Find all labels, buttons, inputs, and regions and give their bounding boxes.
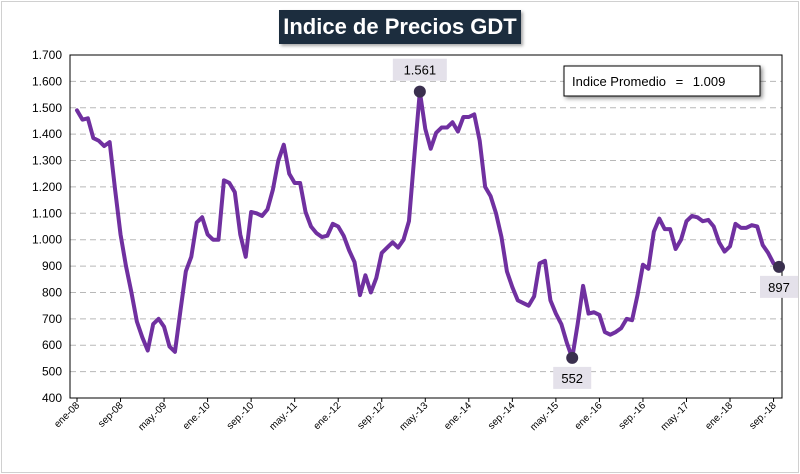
x-tick-label: may.-13 xyxy=(398,400,431,433)
average-separator: = xyxy=(676,74,684,89)
highlighted-points: 1.561 552 897 xyxy=(392,58,798,389)
data-label: 552 xyxy=(561,371,583,386)
x-tick-label: sep.-10 xyxy=(225,400,257,432)
highlight-marker xyxy=(413,85,426,98)
x-tick-label: sep-08 xyxy=(96,400,126,430)
highlight-marker xyxy=(566,351,579,364)
x-tick-label: may.-09 xyxy=(136,400,169,433)
average-value: 1.009 xyxy=(693,74,726,89)
y-tick-label: 1.500 xyxy=(32,101,62,115)
x-tick-label: ene.-18 xyxy=(703,400,735,432)
data-label-box xyxy=(392,58,447,81)
y-tick-label: 1.200 xyxy=(32,180,62,194)
x-tick-label: may.-17 xyxy=(659,400,692,433)
x-tick-label: ene.-10 xyxy=(181,400,213,432)
highlight-marker xyxy=(773,260,785,273)
x-tick-label: ene.-14 xyxy=(442,400,474,432)
y-tick-label: 1.100 xyxy=(32,206,62,220)
x-tick-label: may.-11 xyxy=(268,400,301,433)
data-label-box xyxy=(760,275,798,298)
y-tick-label: 1.700 xyxy=(32,48,62,62)
data-label: 1.561 xyxy=(404,63,437,78)
x-tick-label: ene.-16 xyxy=(573,400,605,432)
x-tick-label: sep.-18 xyxy=(747,400,779,432)
series-line xyxy=(75,89,781,360)
y-tick-label: 400 xyxy=(42,391,62,405)
x-tick-label: sep.-14 xyxy=(486,400,518,432)
y-tick-label: 1.000 xyxy=(32,233,62,247)
y-tick-label: 600 xyxy=(42,338,62,352)
y-tick-label: 700 xyxy=(42,312,62,326)
x-tick-label: sep.-12 xyxy=(355,400,387,432)
chart-title: Indice de Precios GDT xyxy=(279,10,521,44)
y-tick-label: 900 xyxy=(42,259,62,273)
y-tick-label: 1.400 xyxy=(32,127,62,141)
x-tick-label: may.-15 xyxy=(528,400,561,433)
y-tick-label: 1.600 xyxy=(32,74,62,88)
plot-area-border xyxy=(69,54,783,399)
average-label: Indice Promedio xyxy=(572,74,666,89)
y-tick-label: 500 xyxy=(42,365,62,379)
y-axis-ticks: 400 500 600 700 800 900 1.000 1.100 1.200 1.300 1.… xyxy=(32,48,62,405)
x-tick-label: ene.-12 xyxy=(312,400,344,432)
average-annotation: Indice Promedio = 1.009 xyxy=(563,65,761,97)
y-tick-label: 800 xyxy=(42,285,62,299)
svg-text:Indice Promedio =: Indice Promedio = 1.009 xyxy=(572,74,725,89)
x-tick-label: sep.-16 xyxy=(617,400,649,432)
data-label-box xyxy=(553,366,592,389)
x-axis-ticks: ene-08 sep-08 may.-09 ene.-10 sep.-10 may.-11… xyxy=(52,398,779,433)
data-label: 897 xyxy=(768,280,790,295)
y-tick-label: 1.300 xyxy=(32,154,62,168)
